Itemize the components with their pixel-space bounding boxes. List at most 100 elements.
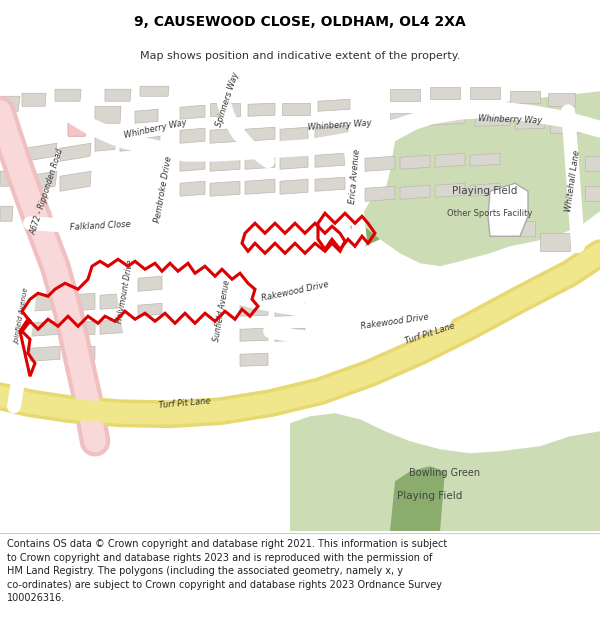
- Polygon shape: [135, 109, 158, 123]
- Polygon shape: [65, 293, 95, 311]
- Polygon shape: [470, 88, 500, 99]
- Polygon shape: [65, 321, 95, 336]
- Polygon shape: [60, 143, 91, 161]
- Polygon shape: [0, 171, 16, 186]
- Polygon shape: [280, 154, 308, 169]
- Text: Whinberry Way: Whinberry Way: [123, 118, 187, 141]
- Polygon shape: [140, 86, 169, 96]
- Polygon shape: [365, 186, 395, 201]
- Polygon shape: [400, 155, 430, 169]
- Polygon shape: [60, 171, 91, 191]
- Polygon shape: [120, 135, 140, 151]
- Polygon shape: [475, 115, 510, 126]
- Polygon shape: [315, 177, 345, 191]
- Text: A672 - Ripponden Road: A672 - Ripponden Road: [29, 147, 65, 236]
- Polygon shape: [30, 321, 60, 336]
- Polygon shape: [25, 211, 51, 223]
- Text: 9, CAUSEWOOD CLOSE, OLDHAM, OL4 2XA: 9, CAUSEWOOD CLOSE, OLDHAM, OL4 2XA: [134, 16, 466, 29]
- Polygon shape: [540, 233, 570, 251]
- Text: Whitehall Lane: Whitehall Lane: [564, 150, 582, 213]
- Text: Pembroke Drive: Pembroke Drive: [153, 155, 173, 223]
- Text: Rakewood Drive: Rakewood Drive: [260, 280, 329, 302]
- Polygon shape: [180, 156, 205, 171]
- Polygon shape: [430, 88, 460, 99]
- Polygon shape: [180, 181, 205, 196]
- Text: Erica Avenue: Erica Avenue: [348, 149, 362, 204]
- Polygon shape: [315, 125, 348, 139]
- Polygon shape: [365, 156, 395, 171]
- Polygon shape: [180, 128, 205, 143]
- Polygon shape: [95, 135, 115, 151]
- Polygon shape: [180, 105, 205, 119]
- Polygon shape: [145, 136, 160, 151]
- Polygon shape: [585, 156, 600, 171]
- Polygon shape: [245, 127, 275, 141]
- Polygon shape: [430, 111, 465, 125]
- Polygon shape: [30, 346, 60, 361]
- Text: Whinberry Way: Whinberry Way: [478, 114, 542, 125]
- Polygon shape: [138, 276, 162, 291]
- Polygon shape: [210, 156, 240, 171]
- Polygon shape: [100, 319, 128, 334]
- Text: Whinberry Way: Whinberry Way: [308, 119, 372, 132]
- Polygon shape: [275, 328, 305, 341]
- Polygon shape: [470, 183, 500, 196]
- Polygon shape: [105, 89, 131, 101]
- Polygon shape: [240, 303, 268, 316]
- Polygon shape: [240, 328, 268, 341]
- Polygon shape: [488, 183, 528, 236]
- Polygon shape: [390, 89, 420, 101]
- Polygon shape: [210, 128, 240, 143]
- Polygon shape: [0, 206, 13, 221]
- Polygon shape: [210, 181, 240, 196]
- Polygon shape: [350, 221, 380, 246]
- Polygon shape: [138, 303, 162, 316]
- Polygon shape: [585, 186, 600, 201]
- Polygon shape: [435, 183, 465, 198]
- Polygon shape: [390, 466, 445, 531]
- Polygon shape: [100, 293, 128, 309]
- Text: Turf Pit Lane: Turf Pit Lane: [404, 321, 456, 346]
- Text: Contains OS data © Crown copyright and database right 2021. This information is : Contains OS data © Crown copyright and d…: [7, 539, 448, 603]
- Polygon shape: [68, 119, 87, 136]
- Text: Spinners Way: Spinners Way: [215, 71, 241, 128]
- Text: Turf Pit Lane: Turf Pit Lane: [159, 396, 211, 410]
- Text: Other Sports Facility: Other Sports Facility: [448, 209, 533, 217]
- Polygon shape: [65, 346, 95, 361]
- Text: Bowling Green: Bowling Green: [409, 468, 481, 478]
- Text: Playing Field: Playing Field: [452, 186, 518, 196]
- Polygon shape: [0, 96, 20, 111]
- Polygon shape: [282, 103, 310, 115]
- Polygon shape: [248, 103, 275, 116]
- Polygon shape: [30, 293, 60, 311]
- Polygon shape: [280, 127, 308, 141]
- Polygon shape: [435, 153, 465, 168]
- Polygon shape: [245, 154, 275, 169]
- Polygon shape: [550, 121, 580, 133]
- Polygon shape: [500, 221, 535, 236]
- Polygon shape: [245, 179, 275, 194]
- Polygon shape: [280, 179, 308, 194]
- Polygon shape: [390, 113, 420, 125]
- Polygon shape: [358, 91, 600, 266]
- Text: Rakewood Drive: Rakewood Drive: [361, 312, 430, 331]
- Polygon shape: [55, 89, 81, 101]
- Polygon shape: [290, 413, 600, 531]
- Polygon shape: [22, 93, 46, 106]
- Polygon shape: [315, 153, 345, 168]
- Polygon shape: [25, 143, 57, 161]
- Polygon shape: [0, 136, 19, 151]
- Polygon shape: [210, 103, 240, 116]
- Polygon shape: [548, 93, 575, 106]
- Text: Holymount Drive: Holymount Drive: [115, 259, 135, 324]
- Polygon shape: [318, 99, 350, 111]
- Polygon shape: [470, 153, 500, 166]
- Polygon shape: [95, 106, 121, 123]
- Text: Sunfield Avenue: Sunfield Avenue: [212, 280, 232, 342]
- Polygon shape: [240, 353, 268, 366]
- Text: Joinfield Avenue: Joinfield Avenue: [14, 288, 30, 345]
- Polygon shape: [515, 118, 545, 129]
- Polygon shape: [510, 91, 540, 103]
- Text: Map shows position and indicative extent of the property.: Map shows position and indicative extent…: [140, 51, 460, 61]
- Polygon shape: [400, 185, 430, 199]
